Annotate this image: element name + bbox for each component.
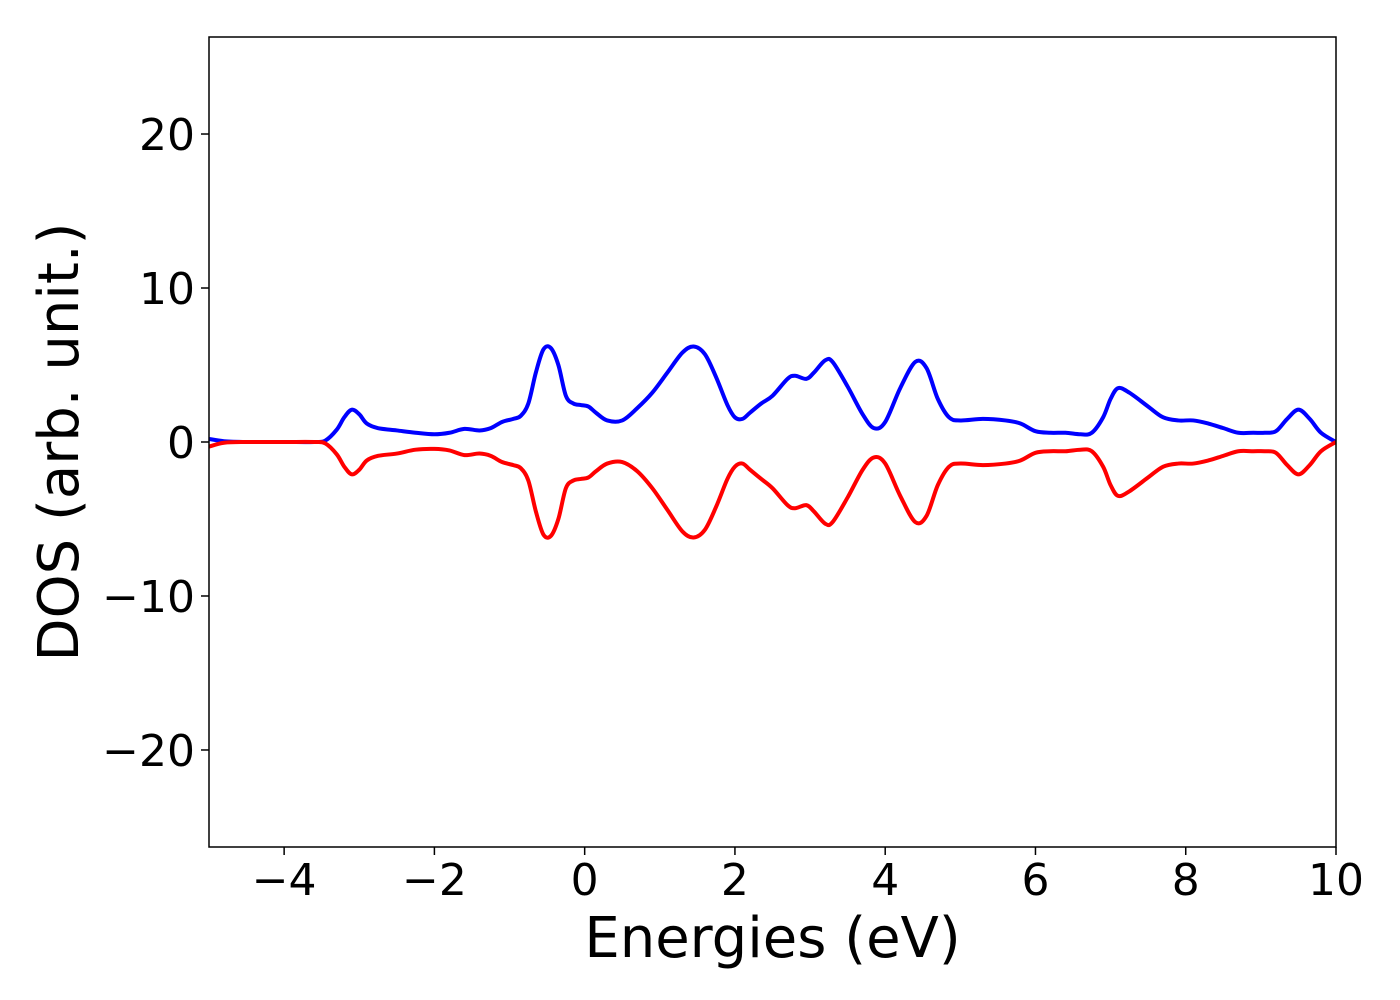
- y-tick-label: −20: [102, 726, 195, 777]
- x-tick-label: 8: [1172, 855, 1200, 906]
- x-axis-label: Energies (eV): [584, 906, 960, 971]
- series-line-up: [209, 344, 1336, 445]
- axes-frame: [208, 36, 1337, 848]
- y-tick-label: 20: [139, 110, 195, 161]
- y-tick-label: 10: [139, 264, 195, 315]
- y-axis-label: DOS (arb. unit.): [27, 222, 92, 661]
- x-tick-label: 6: [1021, 855, 1049, 906]
- x-tick-label: 2: [721, 855, 749, 906]
- y-tick-label: 0: [167, 418, 195, 469]
- plot-area: [209, 344, 1336, 540]
- y-tick-label: −10: [102, 572, 195, 623]
- x-tick-label: 10: [1308, 855, 1364, 906]
- x-tick-label: 0: [571, 855, 599, 906]
- x-tick-label: −2: [402, 855, 467, 906]
- x-tick-label: 4: [871, 855, 899, 906]
- x-tick-label: −4: [252, 855, 317, 906]
- series-line-down: [209, 439, 1336, 540]
